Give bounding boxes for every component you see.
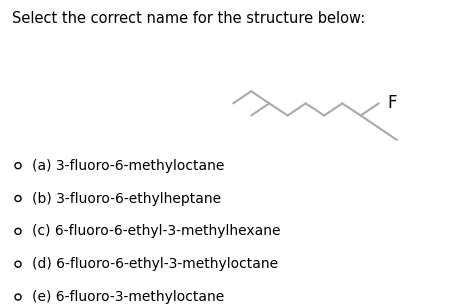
Text: (b) 3-fluoro-6-ethylheptane: (b) 3-fluoro-6-ethylheptane xyxy=(32,192,221,206)
Text: Select the correct name for the structure below:: Select the correct name for the structur… xyxy=(12,11,365,26)
Text: (d) 6-fluoro-6-ethyl-3-methyloctane: (d) 6-fluoro-6-ethyl-3-methyloctane xyxy=(32,257,278,271)
Text: (a) 3-fluoro-6-methyloctane: (a) 3-fluoro-6-methyloctane xyxy=(32,159,224,173)
Text: (e) 6-fluoro-3-methyloctane: (e) 6-fluoro-3-methyloctane xyxy=(32,290,224,304)
Text: F: F xyxy=(388,94,397,112)
Text: (c) 6-fluoro-6-ethyl-3-methylhexane: (c) 6-fluoro-6-ethyl-3-methylhexane xyxy=(32,224,280,238)
